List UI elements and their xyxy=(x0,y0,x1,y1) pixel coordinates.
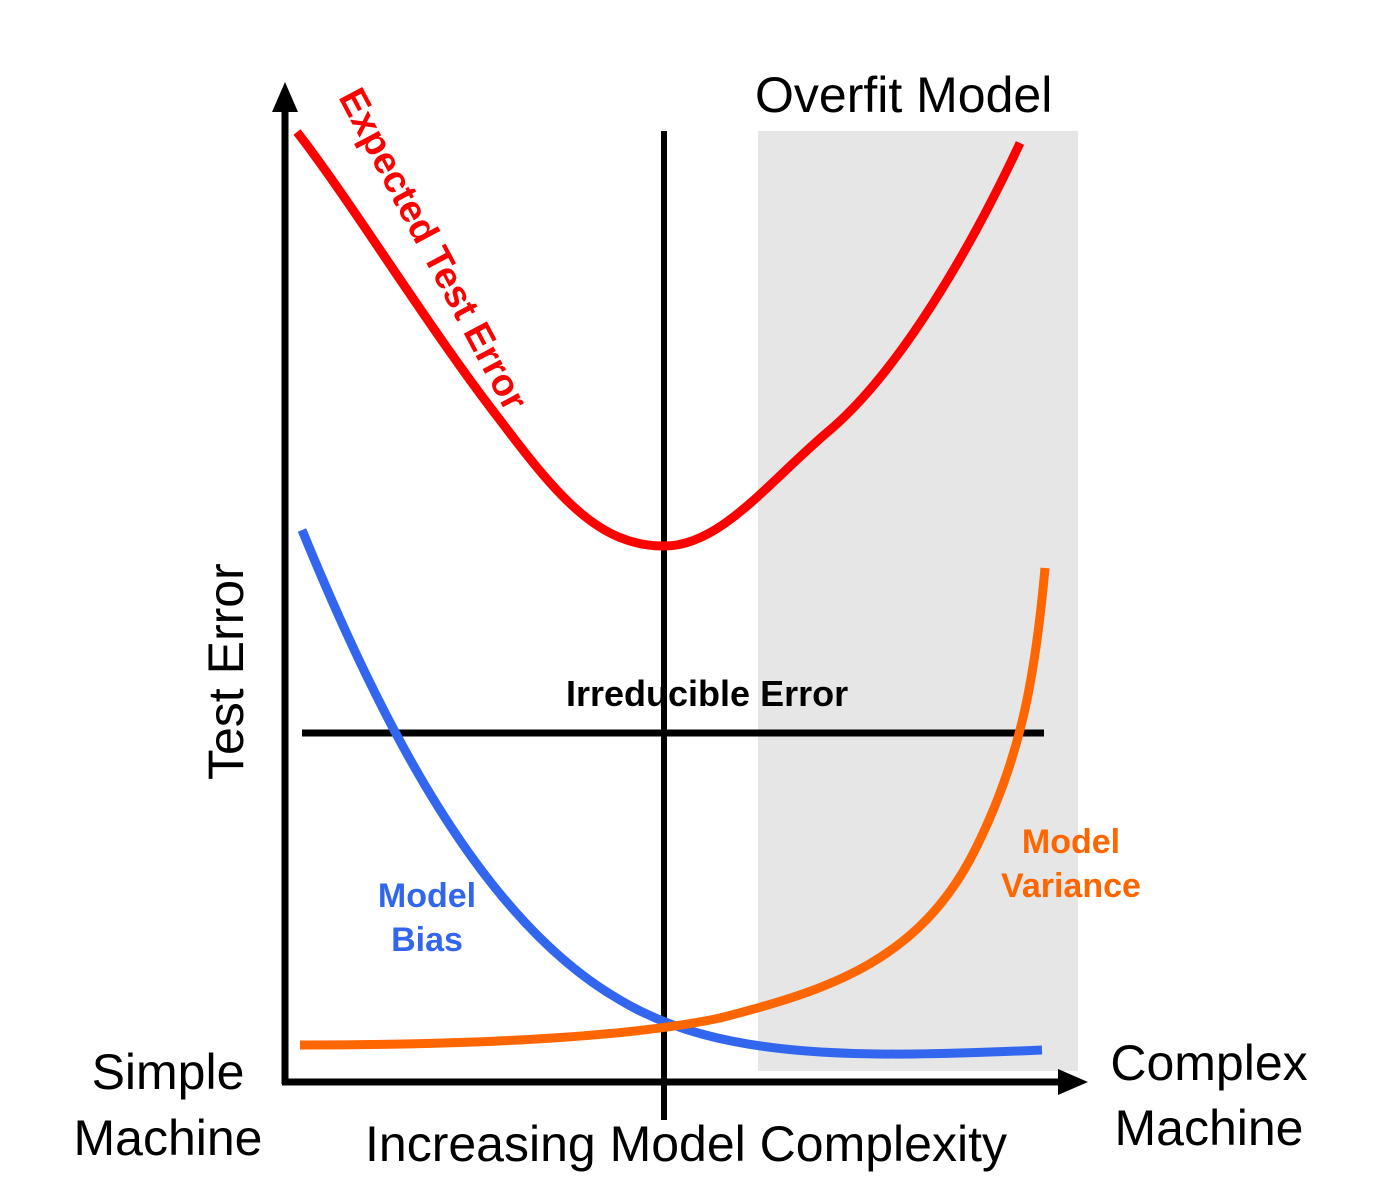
overfit-model-label: Overfit Model xyxy=(755,67,1052,123)
test-error-axis-label: Test Error xyxy=(198,563,254,780)
arrow-right-icon xyxy=(1058,1069,1088,1095)
expected-test-error-label: Expected Test Error xyxy=(330,82,535,418)
irreducible-error-label: Irreducible Error xyxy=(566,673,848,714)
complex-machine-label-line1: Complex xyxy=(1110,1035,1307,1091)
simple-machine-label-line2: Machine xyxy=(74,1110,263,1166)
model-variance-curve xyxy=(299,567,1050,1050)
model-bias-curve xyxy=(297,528,1043,1059)
complex-machine-label-line2: Machine xyxy=(1115,1100,1304,1156)
overfit-region xyxy=(758,131,1078,1071)
model-bias-label-line1: Model xyxy=(378,877,476,915)
arrow-up-icon xyxy=(272,82,298,112)
expected-test-error-curve xyxy=(293,129,1025,551)
model-bias-label-line2: Bias xyxy=(391,921,463,959)
model-variance-label-line2: Variance xyxy=(1001,867,1141,905)
simple-machine-label-line1: Simple xyxy=(92,1044,245,1100)
model-variance-label-line1: Model xyxy=(1022,823,1120,861)
x-axis-label: Increasing Model Complexity xyxy=(365,1116,1007,1172)
